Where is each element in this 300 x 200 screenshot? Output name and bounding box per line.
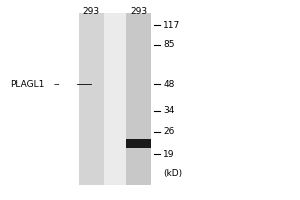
Bar xyxy=(126,139,152,148)
Text: 34: 34 xyxy=(164,106,175,115)
Text: 19: 19 xyxy=(164,150,175,159)
Text: 293: 293 xyxy=(130,7,147,16)
Text: 117: 117 xyxy=(164,21,181,30)
Text: --: -- xyxy=(53,80,60,89)
Bar xyxy=(104,13,126,185)
Text: (kD): (kD) xyxy=(164,169,182,178)
Text: 85: 85 xyxy=(164,40,175,49)
Text: 26: 26 xyxy=(164,127,175,136)
Bar xyxy=(126,13,152,185)
Text: 293: 293 xyxy=(82,7,100,16)
Bar xyxy=(79,13,104,185)
Text: 48: 48 xyxy=(164,80,175,89)
Text: PLAGL1: PLAGL1 xyxy=(10,80,45,89)
